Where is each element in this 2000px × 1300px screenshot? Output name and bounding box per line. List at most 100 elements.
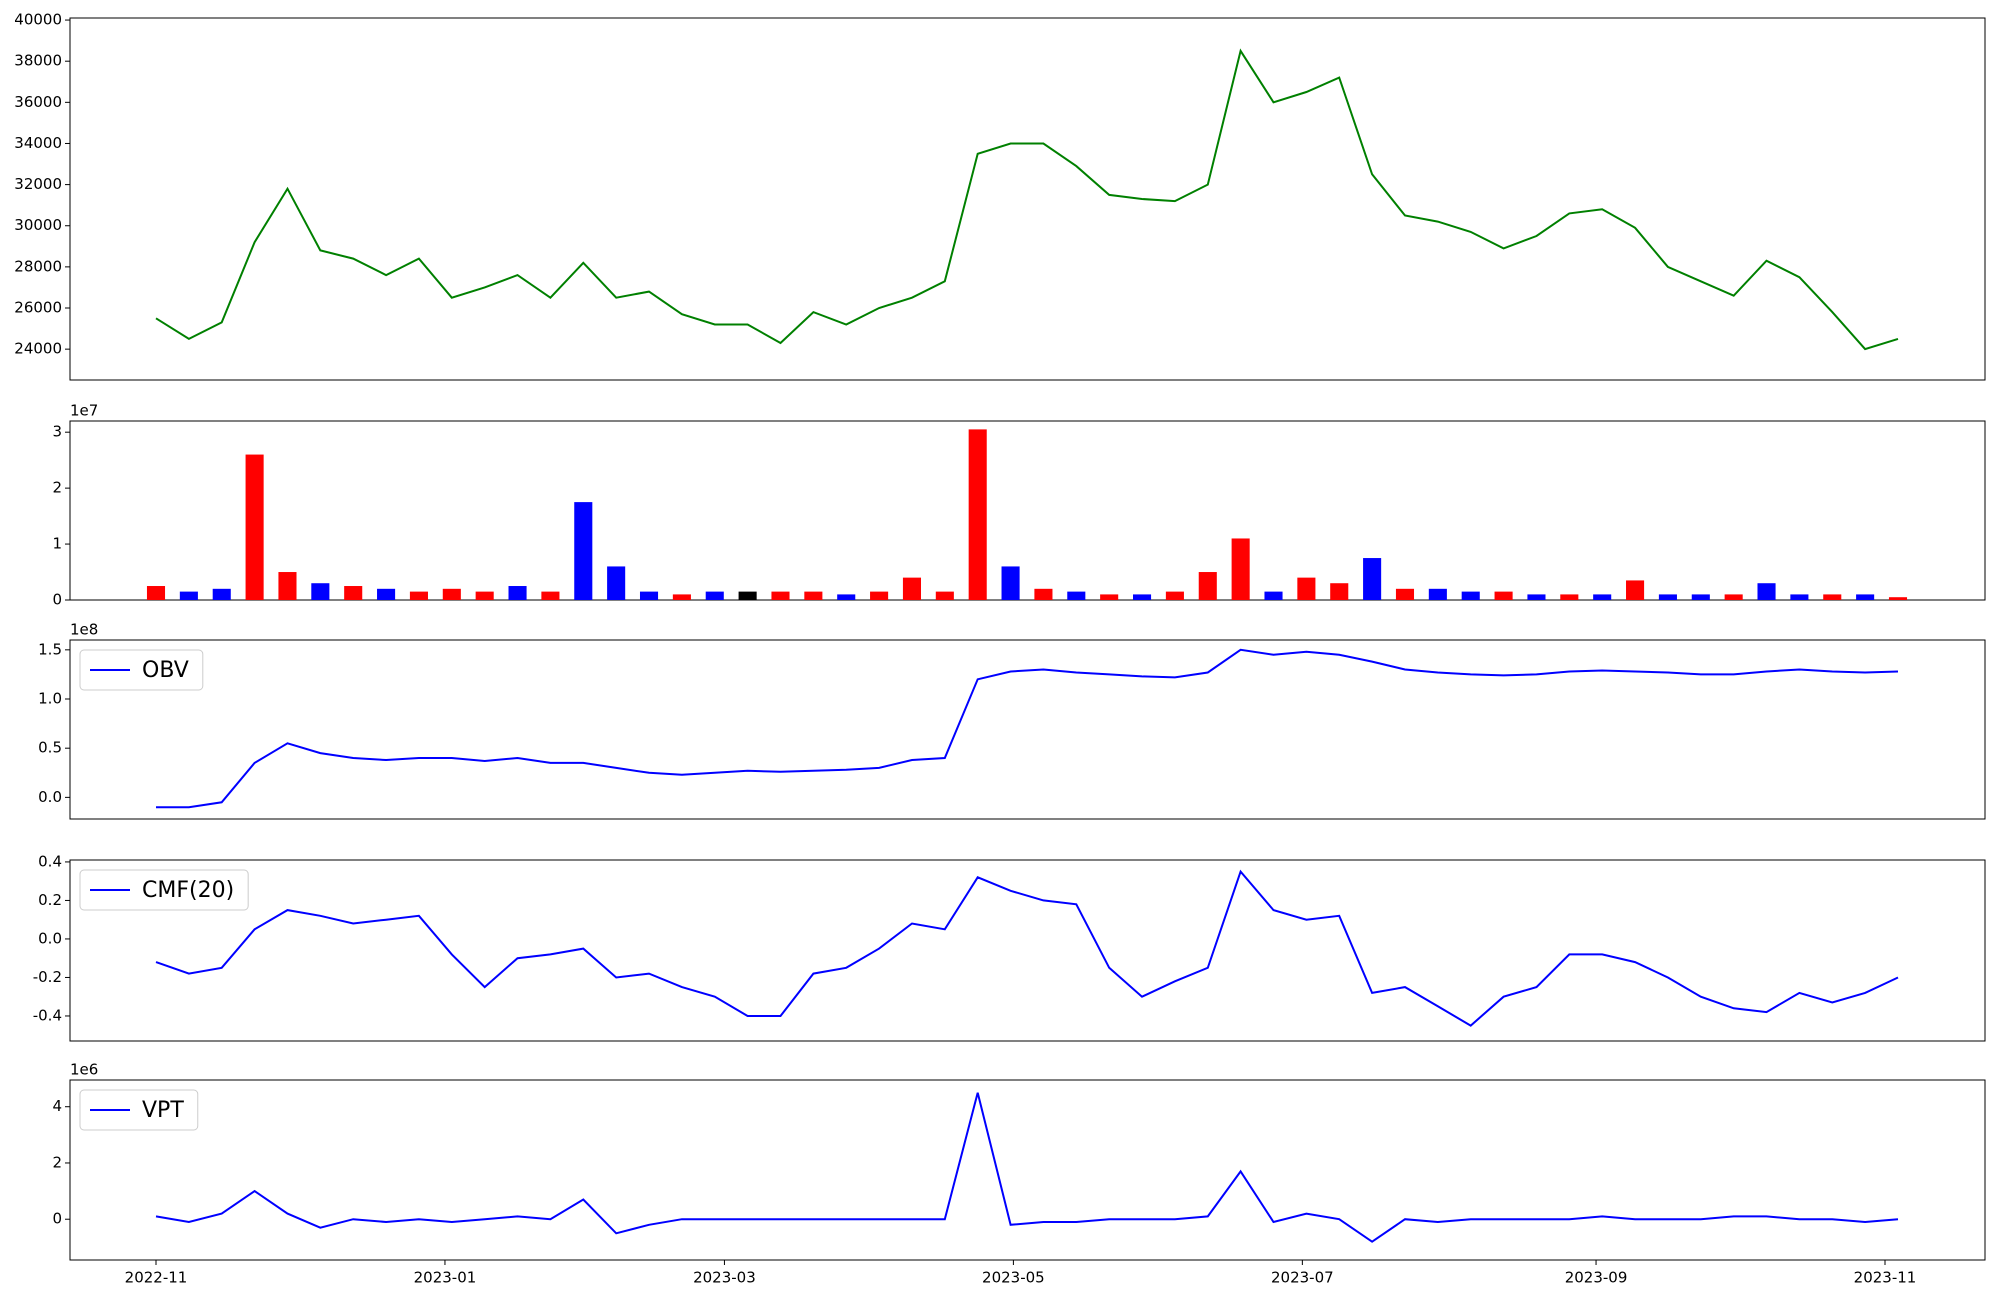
legend-label: OBV xyxy=(142,658,189,683)
bar xyxy=(574,502,593,600)
bar xyxy=(1494,591,1513,600)
bar xyxy=(1001,566,1020,600)
y-tick-label: 1.0 xyxy=(38,690,62,708)
bar xyxy=(705,591,724,600)
bar xyxy=(1067,591,1086,600)
bar xyxy=(1658,594,1677,600)
bar xyxy=(245,454,264,600)
plot-frame xyxy=(69,17,1986,381)
bar xyxy=(1626,580,1645,600)
bar xyxy=(1231,538,1250,600)
y-tick-label: 1 xyxy=(52,535,62,553)
bar xyxy=(1888,597,1908,600)
bar xyxy=(377,588,396,600)
y-tick-label: 4 xyxy=(52,1097,62,1115)
bar xyxy=(1461,591,1480,600)
bar xyxy=(1330,583,1349,600)
bar xyxy=(1790,594,1809,600)
bar xyxy=(179,591,198,600)
line-series xyxy=(156,648,1899,809)
bar xyxy=(475,591,494,600)
bar xyxy=(508,586,527,600)
offset-label: 1e7 xyxy=(70,402,98,420)
bar xyxy=(771,591,790,600)
bar xyxy=(1527,594,1546,600)
bar xyxy=(1823,594,1842,600)
bar xyxy=(1100,594,1119,600)
bar xyxy=(968,429,987,600)
y-tick-label: 0.0 xyxy=(38,788,62,806)
y-tick-label: 36000 xyxy=(14,93,62,111)
bar xyxy=(1691,594,1710,600)
x-tick-label: 2023-01 xyxy=(414,1269,477,1287)
bar xyxy=(442,588,461,600)
line-series xyxy=(155,1092,1899,1243)
bar xyxy=(870,591,889,600)
y-tick-label: 2 xyxy=(52,1153,62,1171)
plot-frame xyxy=(69,1079,1986,1261)
legend-box xyxy=(79,1089,199,1131)
y-tick-label: 24000 xyxy=(14,340,62,358)
y-tick-label: 0 xyxy=(52,591,62,609)
y-tick-label: 26000 xyxy=(14,299,62,317)
y-tick-label: -0.2 xyxy=(33,968,62,986)
bar xyxy=(1297,577,1316,600)
bar xyxy=(344,586,363,600)
line-series xyxy=(155,869,1899,1027)
y-tick-label: 1.5 xyxy=(38,640,62,658)
bar xyxy=(804,591,823,600)
bar xyxy=(212,588,231,600)
bar xyxy=(935,591,954,600)
bar xyxy=(639,591,659,600)
x-tick-label: 2023-07 xyxy=(1271,1269,1334,1287)
bar xyxy=(1593,594,1612,600)
bar xyxy=(1198,572,1217,600)
x-tick-label: 2023-11 xyxy=(1854,1269,1917,1287)
bar xyxy=(1395,588,1415,600)
plot-frame xyxy=(69,420,1986,601)
bar xyxy=(1264,591,1283,600)
bar xyxy=(1034,588,1053,600)
y-tick-label: 28000 xyxy=(14,257,62,275)
bar xyxy=(1757,583,1776,600)
bar xyxy=(837,594,856,600)
bar xyxy=(1363,558,1382,600)
legend-label: CMF(20) xyxy=(142,878,234,903)
offset-label: 1e8 xyxy=(70,621,98,639)
line-series xyxy=(155,48,1899,351)
x-tick-label: 2023-03 xyxy=(693,1269,756,1287)
y-tick-label: 40000 xyxy=(14,11,62,29)
legend-box xyxy=(79,869,249,911)
y-tick-label: 0 xyxy=(52,1210,62,1228)
bar xyxy=(607,566,626,600)
x-tick-label: 2023-05 xyxy=(982,1269,1045,1287)
y-tick-label: 2 xyxy=(52,479,62,497)
y-tick-label: 0.2 xyxy=(38,891,62,909)
bar xyxy=(902,577,922,600)
bar xyxy=(1724,594,1743,600)
legend-box xyxy=(79,649,204,691)
legend-label: VPT xyxy=(142,1098,184,1123)
y-tick-label: -0.4 xyxy=(33,1006,62,1024)
y-tick-label: 34000 xyxy=(14,134,62,152)
bar xyxy=(1856,594,1875,600)
bar xyxy=(1132,594,1152,600)
y-tick-label: 3 xyxy=(52,423,62,441)
y-tick-label: 38000 xyxy=(14,52,62,70)
y-tick-label: 30000 xyxy=(14,216,62,234)
bar xyxy=(1560,594,1579,600)
bar xyxy=(541,591,560,600)
bar xyxy=(278,572,297,600)
plot-frame xyxy=(69,859,1986,1042)
y-tick-label: 0.5 xyxy=(38,739,62,757)
bar xyxy=(738,591,757,600)
offset-label: 1e6 xyxy=(70,1061,98,1079)
y-tick-label: 0.4 xyxy=(38,852,62,870)
bar xyxy=(1165,591,1184,600)
bar xyxy=(311,583,330,600)
bar xyxy=(672,594,691,600)
bar xyxy=(409,591,428,600)
x-tick-label: 2023-09 xyxy=(1565,1269,1628,1287)
plot-frame xyxy=(69,639,1986,820)
